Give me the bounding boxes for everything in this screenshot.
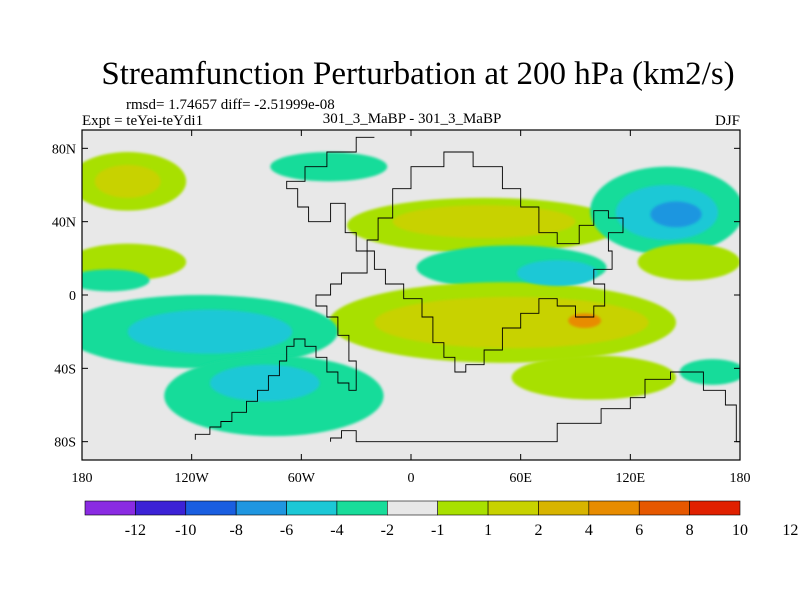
x-tick-label: 120W bbox=[175, 471, 210, 486]
contour-region-21 bbox=[650, 201, 702, 228]
contour-region-2 bbox=[270, 152, 388, 182]
colorbar-swatch bbox=[487, 500, 539, 516]
colorbar-swatch bbox=[588, 500, 640, 516]
x-tick-label: 180 bbox=[72, 471, 93, 486]
continent-outline bbox=[194, 136, 624, 440]
colorbar-label: -8 bbox=[229, 522, 242, 539]
colorbar-label: -4 bbox=[330, 522, 343, 539]
y-axis: 80N 40N 0 40S 80S bbox=[52, 142, 740, 451]
x-tick-label: 180 bbox=[730, 471, 751, 486]
colorbar-swatch bbox=[689, 500, 741, 516]
case-label: 301_3_MaBP - 301_3_MaBP bbox=[323, 111, 502, 127]
colorbar-swatch bbox=[235, 500, 287, 516]
coastline-layer bbox=[194, 136, 740, 443]
colorbar-swatch bbox=[286, 500, 338, 516]
contour-region-11 bbox=[679, 359, 740, 385]
colorbar-label: -6 bbox=[280, 522, 293, 539]
colorbar: -12 -10 -8 -6 -4 -2 -1 1 2 4 6 8 10 12 bbox=[84, 500, 798, 539]
antarctica-outline bbox=[330, 371, 740, 443]
season-label: DJF bbox=[715, 113, 740, 129]
colorbar-swatch bbox=[538, 500, 590, 516]
colorbar-label: 1 bbox=[484, 522, 492, 539]
colorbar-swatch bbox=[638, 500, 690, 516]
y-tick-label: 40S bbox=[54, 362, 76, 377]
contour-region-7 bbox=[82, 269, 150, 292]
stats-label: rmsd= 1.74657 diff= -2.51999e-08 bbox=[126, 97, 335, 113]
x-tick-label: 60E bbox=[509, 471, 532, 486]
colorbar-swatch bbox=[336, 500, 388, 516]
colorbar-swatch bbox=[135, 500, 187, 516]
contour-region-22 bbox=[568, 313, 602, 328]
colorbar-swatch bbox=[437, 500, 489, 516]
x-tick-label: 60W bbox=[288, 471, 316, 486]
x-tick-label: 0 bbox=[408, 471, 415, 486]
colorbar-label: 2 bbox=[534, 522, 542, 539]
chart-title: Streamfunction Perturbation at 200 hPa (… bbox=[101, 56, 734, 92]
contour-region-15 bbox=[392, 205, 576, 239]
y-tick-label: 80N bbox=[52, 142, 76, 157]
x-tick-label: 120E bbox=[616, 471, 646, 486]
contour-region-17 bbox=[517, 260, 598, 286]
y-tick-label: 0 bbox=[69, 289, 76, 304]
colorbar-swatch bbox=[84, 500, 136, 516]
contour-layer bbox=[82, 152, 740, 437]
y-tick-label: 40N bbox=[52, 216, 76, 231]
colorbar-label: 4 bbox=[585, 522, 593, 539]
contour-region-5 bbox=[637, 243, 740, 281]
contour-region-10 bbox=[511, 355, 677, 400]
contour-region-20 bbox=[209, 364, 320, 402]
colorbar-label: -10 bbox=[175, 522, 196, 539]
colorbar-swatch bbox=[185, 500, 237, 516]
contour-region-14 bbox=[94, 164, 161, 198]
colorbar-label: -12 bbox=[125, 522, 146, 539]
experiment-label: Expt = teYei-teYdi1 bbox=[82, 113, 203, 129]
x-axis: 180 120W 60W 0 60E 120E 180 bbox=[72, 130, 751, 486]
colorbar-label: 6 bbox=[635, 522, 643, 539]
colorbar-label: 8 bbox=[686, 522, 694, 539]
contour-region-18 bbox=[374, 296, 649, 349]
y-tick-label: 80S bbox=[54, 436, 76, 451]
colorbar-label: -1 bbox=[431, 522, 444, 539]
colorbar-label: 10 bbox=[732, 522, 748, 539]
colorbar-label: 12 bbox=[782, 522, 798, 539]
plot-area: 180 120W 60W 0 60E 120E 180 80N 40N 0 40S 80S bbox=[52, 129, 751, 486]
colorbar-label: -2 bbox=[381, 522, 394, 539]
colorbar-swatch bbox=[387, 500, 438, 516]
contour-region-19 bbox=[127, 309, 293, 354]
